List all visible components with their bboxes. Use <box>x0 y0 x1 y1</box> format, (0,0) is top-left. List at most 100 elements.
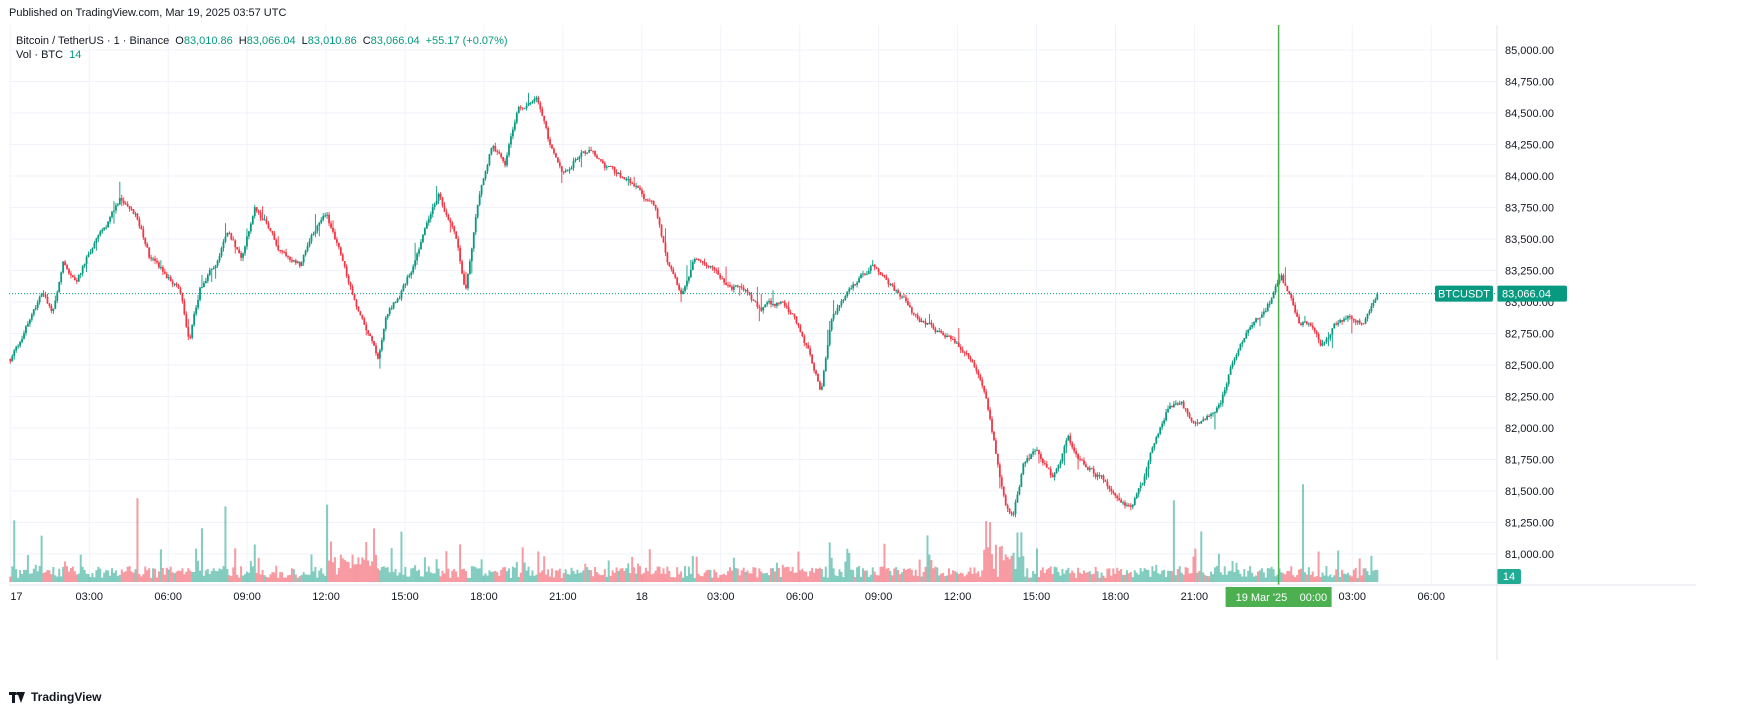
candle-body <box>617 172 620 174</box>
candle-body <box>1339 320 1342 323</box>
volume-bar <box>1061 568 1064 582</box>
volume-bar <box>1229 570 1232 582</box>
candle-body <box>138 219 141 227</box>
candle-body <box>1214 412 1216 414</box>
candle-body <box>494 146 497 152</box>
candle-body <box>42 293 45 295</box>
volume-bar <box>541 570 544 582</box>
volume-bar <box>1057 572 1060 582</box>
volume-bar <box>300 574 303 582</box>
candle-body <box>62 261 65 273</box>
candle-body <box>948 335 950 337</box>
candle-body <box>1270 298 1273 304</box>
candle-body <box>1212 412 1214 414</box>
volume-bar <box>1350 576 1353 582</box>
volume-bar <box>789 571 792 582</box>
volume-bar <box>496 572 499 582</box>
candle-body <box>1233 358 1236 363</box>
volume-bar <box>87 573 90 582</box>
candle-body <box>187 326 190 337</box>
candle-body <box>152 258 154 260</box>
x-tick-label: 06:00 <box>1417 591 1445 603</box>
candle-body <box>983 385 986 392</box>
candle-body <box>650 200 653 202</box>
candle-body <box>725 282 727 285</box>
volume-bar <box>574 573 577 582</box>
volume-bar <box>730 570 733 582</box>
price-chart[interactable]: BTCUSDT 81,000.00 81,250.00 81,500.00 81,75… <box>9 25 1696 660</box>
candle-body <box>1020 474 1023 487</box>
volume-bar <box>1026 568 1029 582</box>
candle-body <box>686 280 688 287</box>
chart-area[interactable]: BTCUSDT 81,000.00 81,250.00 81,500.00 81,75… <box>9 25 1696 660</box>
candle-body <box>472 232 475 249</box>
candle-body <box>46 297 49 304</box>
candle-body <box>801 332 804 337</box>
volume-bar <box>351 554 354 582</box>
candle-body <box>1325 339 1328 342</box>
volume-bar <box>899 574 902 582</box>
candle-body <box>1163 420 1166 424</box>
candle-body <box>1313 327 1316 332</box>
candle-body <box>860 274 862 279</box>
volume-bar <box>590 570 593 582</box>
candle-body <box>38 296 41 303</box>
candle-body <box>179 288 182 294</box>
candle-body <box>1184 408 1187 410</box>
footer-brand[interactable]: TradingView <box>9 690 101 704</box>
volume-bar <box>50 574 53 582</box>
candle-body <box>1059 461 1062 465</box>
candle-body <box>924 321 927 325</box>
candle-body <box>1171 405 1173 408</box>
legend-volume-label[interactable]: Vol · BTC <box>16 49 64 61</box>
volume-bar <box>148 568 151 582</box>
candle-body <box>969 356 972 361</box>
candle-body <box>70 273 72 276</box>
volume-bar <box>529 575 532 582</box>
candle-body <box>817 374 819 382</box>
volume-bar <box>378 570 381 582</box>
candle-body <box>1352 318 1355 321</box>
volume-bar <box>1190 573 1193 582</box>
volume-bar <box>533 575 536 582</box>
candle-body <box>247 231 250 237</box>
candle-body <box>1182 401 1185 409</box>
volume-bar <box>1356 577 1359 582</box>
volume-bar <box>1096 571 1099 582</box>
volume-bar <box>1086 572 1089 582</box>
price-axis-panel[interactable] <box>1497 25 1696 660</box>
volume-badge-label: 14 <box>1503 571 1515 583</box>
volume-bar <box>781 564 784 582</box>
candle-body <box>846 291 849 297</box>
volume-bar <box>67 571 70 582</box>
candle-body <box>551 144 553 149</box>
legend-symbol[interactable]: Bitcoin / TetherUS · 1 · Binance <box>16 35 170 47</box>
volume-bar <box>1063 573 1066 582</box>
candle-body <box>132 209 135 214</box>
volume-bar <box>1147 570 1150 582</box>
volume-bar <box>66 566 69 582</box>
candle-body <box>582 151 585 153</box>
candle-body <box>474 217 477 233</box>
volume-bar <box>1022 556 1025 582</box>
candle-body <box>588 150 591 153</box>
volume-bar <box>1131 577 1134 582</box>
candle-body <box>777 302 780 304</box>
volume-bar <box>1223 566 1226 582</box>
volume-bar <box>62 566 65 582</box>
volume-bar <box>322 573 325 582</box>
candle-body <box>1159 427 1162 434</box>
volume-bar <box>1300 568 1303 582</box>
candle-body <box>1358 320 1361 324</box>
volume-bar <box>727 571 730 582</box>
candle-body <box>337 242 340 248</box>
y-tick-label: 81,000.00 <box>1505 549 1554 561</box>
candle-body <box>212 268 215 270</box>
volume-bar <box>850 569 853 582</box>
candle-body <box>973 362 976 368</box>
volume-bar <box>805 571 808 582</box>
candle-body <box>850 288 853 290</box>
candle-body <box>703 261 706 264</box>
tradingview-logo-icon <box>9 691 26 703</box>
volume-bar <box>181 568 184 582</box>
